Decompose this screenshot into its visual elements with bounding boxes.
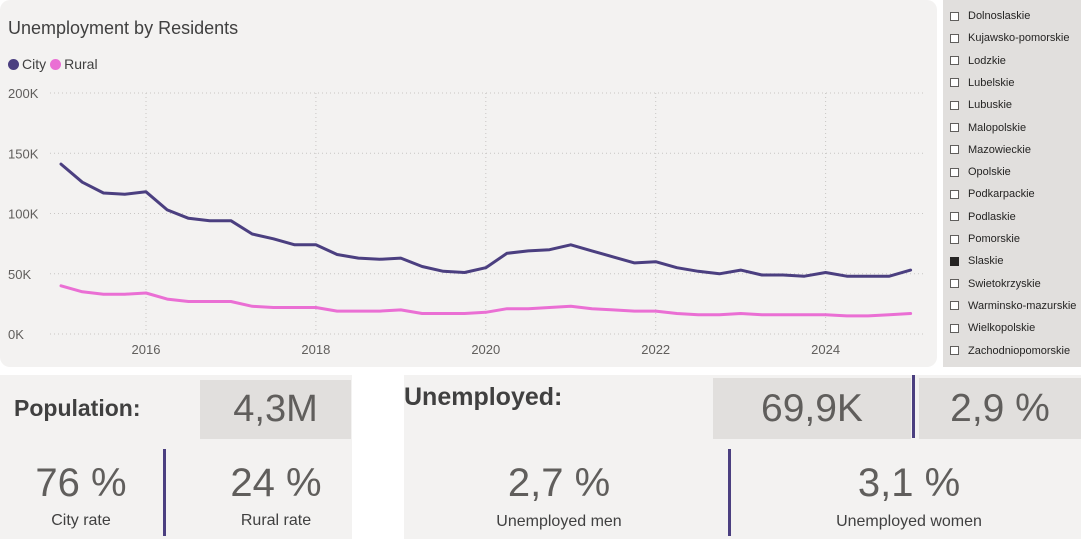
legend-city-label: City — [22, 56, 47, 72]
unemployed-women-label: Unemployed women — [836, 513, 982, 530]
slicer-checkbox[interactable] — [950, 323, 959, 333]
unemployed-rate-box: 2,9 % — [919, 378, 1081, 439]
slicer-item-label: Podkarpackie — [968, 188, 1035, 201]
y-tick-label: 200K — [8, 86, 39, 101]
unemployed-women-value: 3,1 % — [857, 461, 961, 505]
slicer-item-label: Dolnoslaskie — [968, 10, 1031, 22]
slicer-checkbox[interactable] — [950, 301, 959, 311]
y-tick-label: 150K — [8, 146, 39, 161]
province-slicer: Dolnoslaskie Kujawsko-pomorskie Lodzkie Lub… — [943, 0, 1081, 367]
population-heading: Population: — [14, 395, 141, 421]
slicer-item-label: Kujawsko-pomorskie — [968, 32, 1070, 45]
population-value: 4,3M — [233, 388, 318, 430]
unemployed-rate: 2,9 % — [950, 386, 1050, 430]
chart-legend: City Rural — [8, 56, 102, 72]
slicer-item-label: Lodzkie — [968, 54, 1006, 67]
population-panel: Population: 4,3M 76 % City rate 24 % Rur… — [0, 375, 352, 539]
unemployed-men-value: 2,7 % — [507, 461, 611, 505]
slicer-item-label: Warminsko-mazurskie — [968, 299, 1077, 312]
y-tick-label: 0K — [8, 327, 24, 342]
rural-rate-value: 24 % — [230, 461, 322, 505]
slicer-checkbox[interactable] — [950, 279, 959, 289]
slicer-item-label: Opolskie — [968, 166, 1011, 179]
unemployment-chart-panel: Unemployment by Residents City Rural 0K 5… — [0, 0, 937, 367]
slicer-item-label: Pomorskie — [968, 233, 1020, 245]
unemployed-count-box: 69,9K — [713, 378, 911, 439]
chart-title: Unemployment by Residents — [8, 18, 239, 38]
slicer-checkbox[interactable] — [950, 123, 959, 132]
slicer-checkbox[interactable] — [950, 346, 959, 355]
slicer-item-zachodniopomorskie[interactable]: Zachodniopomorskie — [950, 342, 1070, 360]
legend-rural-marker — [50, 58, 62, 70]
slicer-item-label: Lubuskie — [968, 99, 1013, 112]
y-tick-label: 50K — [8, 267, 31, 282]
unemployed-top-divider — [912, 375, 915, 438]
slicer-item-podlaskie[interactable]: Podlaskie — [950, 208, 1016, 226]
legend-item-city[interactable]: City — [8, 56, 46, 72]
series-line-city[interactable] — [59, 162, 913, 278]
unemployed-heading: Unemployed: — [404, 383, 563, 411]
city-rate-value: 76 % — [35, 461, 127, 505]
slicer-item-label: Podlaskie — [968, 210, 1016, 223]
slicer-checkbox[interactable] — [950, 33, 959, 43]
slicer-checkbox[interactable] — [950, 78, 959, 88]
slicer-item-swietokrzyskie[interactable]: Swietokrzyskie — [950, 275, 1041, 293]
slicer-item-lodzkie[interactable]: Lodzkie — [950, 52, 1006, 70]
slicer-item-label: Mazowieckie — [968, 143, 1031, 156]
slicer-checkbox[interactable] — [950, 11, 959, 21]
slicer-checkbox[interactable] — [950, 100, 959, 110]
slicer-item-label: Swietokrzyskie — [968, 277, 1041, 290]
slicer-item-label: Wielkopolskie — [968, 322, 1036, 335]
x-tick-label: 2020 — [471, 342, 500, 357]
slicer-item-mazowieckie[interactable]: Mazowieckie — [950, 141, 1031, 159]
x-tick-label: 2024 — [811, 342, 840, 357]
population-value-box: 4,3M — [200, 380, 351, 439]
slicer-checkbox[interactable] — [950, 189, 959, 199]
slicer-item-label: Zachodniopomorskie — [968, 344, 1071, 357]
line-chart[interactable]: 0K 50K 100K 150K 200K 2016 2018 2020 2022 2024 — [0, 0, 937, 367]
slicer-item-malopolskie[interactable]: Malopolskie — [950, 119, 1026, 137]
slicer-item-wielkopolskie[interactable]: Wielkopolskie — [950, 319, 1035, 337]
slicer-checkbox[interactable] — [950, 145, 959, 155]
unemployed-bottom-divider — [728, 449, 731, 536]
series-line-rural[interactable] — [59, 284, 913, 318]
slicer-item-opolskie[interactable]: Opolskie — [950, 163, 1011, 181]
rural-rate-label: Rural rate — [240, 512, 312, 529]
slicer-item-kujawsko-pomorskie[interactable]: Kujawsko-pomorskie — [950, 29, 1069, 47]
y-tick-label: 100K — [8, 207, 39, 222]
slicer-item-dolnoslaskie[interactable]: Dolnoslaskie — [950, 7, 1030, 25]
slicer-item-lubuskie[interactable]: Lubuskie — [950, 96, 1012, 114]
slicer-item-label: Slaskie — [968, 255, 1004, 268]
legend-rural-label: Rural — [64, 56, 98, 72]
x-tick-label: 2018 — [301, 342, 330, 357]
slicer-checkbox[interactable] — [950, 256, 959, 266]
legend-city-marker — [8, 58, 19, 70]
slicer-item-warminsko-mazurskie[interactable]: Warminsko-mazurskie — [950, 297, 1076, 315]
slicer-item-label: Lubelskie — [968, 76, 1015, 89]
city-rate-label: City rate — [51, 512, 111, 529]
slicer-checkbox[interactable] — [950, 56, 959, 66]
slicer-item-label: Malopolskie — [968, 121, 1027, 134]
slicer-item-pomorskie[interactable]: Pomorskie — [950, 230, 1020, 248]
slicer-item-lubelskie[interactable]: Lubelskie — [950, 74, 1014, 92]
unemployed-men-label: Unemployed men — [496, 513, 622, 530]
slicer-item-podkarpackie[interactable]: Podkarpackie — [950, 185, 1035, 203]
legend-item-rural[interactable]: Rural — [50, 56, 98, 72]
slicer-checkbox[interactable] — [950, 234, 959, 244]
slicer-checkbox[interactable] — [950, 167, 959, 177]
slicer-item-slaskie[interactable]: Slaskie — [950, 252, 1003, 270]
x-tick-label: 2016 — [132, 342, 161, 357]
slicer-checkbox[interactable] — [950, 212, 959, 222]
population-divider — [163, 449, 166, 536]
unemployed-count: 69,9K — [761, 386, 863, 430]
x-tick-label: 2022 — [641, 342, 670, 357]
unemployed-panel: Unemployed: 69,9K 2,9 % 2,7 % Unemployed… — [404, 375, 1081, 539]
